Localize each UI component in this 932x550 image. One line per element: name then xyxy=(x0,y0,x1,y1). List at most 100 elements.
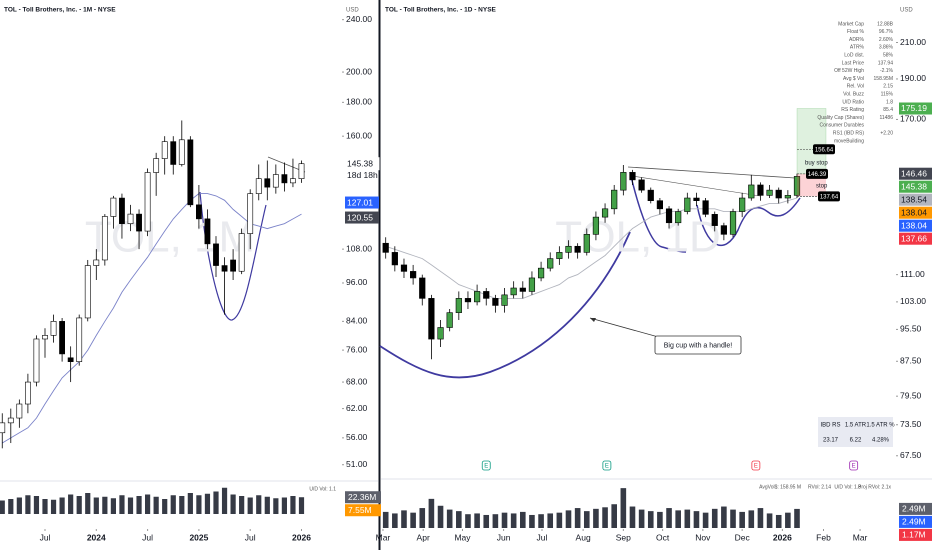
volume-bar xyxy=(629,506,636,528)
stat-label: moveBuilding xyxy=(834,138,864,144)
candle-body xyxy=(556,252,563,259)
volume-bar xyxy=(757,508,764,528)
volume-bar xyxy=(510,513,517,528)
candle-body xyxy=(298,163,305,179)
volume-bar xyxy=(127,497,134,514)
volume-bar xyxy=(382,511,389,528)
buy-stop-label: buy stop xyxy=(805,160,828,166)
x-tick-label: Apr xyxy=(417,532,430,542)
candle-body xyxy=(775,189,782,199)
volume-bar xyxy=(785,512,791,528)
y-tick-label: 108.00 xyxy=(346,243,372,253)
stat-label: ADR% xyxy=(849,37,865,43)
x-tick-label: 2025 xyxy=(189,532,208,542)
stat-label: Off 52W High xyxy=(834,68,864,74)
volume-tag xyxy=(899,528,932,541)
volume-bar xyxy=(647,511,654,528)
stat-label: Rel. Vol xyxy=(847,84,864,90)
volume-legend: AvgVol$: 158.95 M xyxy=(759,484,801,490)
stat-label: RS Rating xyxy=(841,107,864,113)
candle-body xyxy=(574,245,581,253)
candle-body xyxy=(656,200,663,210)
stat-label: Avg $ Vol xyxy=(843,76,864,82)
moving-average xyxy=(385,197,798,299)
candle-body xyxy=(702,200,709,215)
price-tag-label: 146.46 xyxy=(901,168,927,178)
y-tick-label: 67.50 xyxy=(900,450,922,460)
earnings-label: E xyxy=(605,464,609,470)
chart-title: TOL - Toll Brothers, Inc. - 1M - NYSE xyxy=(4,7,116,14)
volume-bar xyxy=(0,500,5,514)
volume-bar xyxy=(401,510,407,528)
stat-value: 2.60% xyxy=(879,37,894,43)
volume-bar xyxy=(593,508,599,528)
volume-bar xyxy=(529,514,535,528)
volume-tag-label: 2.49M xyxy=(902,504,926,514)
big-cup-drawing xyxy=(379,231,631,379)
price-tag-label: 145.38 xyxy=(901,181,927,191)
candle-body xyxy=(7,417,14,424)
candle-body xyxy=(84,265,91,319)
volume-bar xyxy=(556,512,563,528)
stop-price-label-bg xyxy=(818,191,840,202)
volume-tag-label: 7.55M xyxy=(348,505,372,515)
y-tick-label: 190.00 xyxy=(900,73,926,83)
volume-bar xyxy=(273,498,279,514)
candle-body xyxy=(739,197,746,212)
stat-value: +2.20 xyxy=(880,131,893,137)
candle-body xyxy=(437,327,444,340)
stop-price-label: 137.64 xyxy=(820,194,839,200)
volume-bar xyxy=(730,509,736,528)
trend-line xyxy=(631,175,761,197)
candle-body xyxy=(729,211,737,235)
volume-bar xyxy=(145,494,151,514)
price-tag xyxy=(344,157,380,171)
table-header: IBD RS xyxy=(820,423,840,429)
candle-body xyxy=(382,242,389,253)
candle-body xyxy=(647,189,654,201)
volume-bar xyxy=(76,496,82,514)
table-cell: 4.28% xyxy=(872,438,890,444)
y-tick-label: 87.50 xyxy=(900,356,922,366)
y-tick-label: 96.00 xyxy=(346,277,368,287)
y-tick-label: 79.50 xyxy=(900,390,922,400)
candle-body xyxy=(629,172,636,181)
volume-bar xyxy=(456,511,462,528)
entry-price-label-bg xyxy=(806,168,828,179)
volume-bar xyxy=(239,496,245,514)
volume-bar xyxy=(419,508,426,528)
candle-body xyxy=(464,298,472,303)
y-tick-label: 200.00 xyxy=(346,66,372,76)
volume-bar xyxy=(693,511,700,528)
volume-bar xyxy=(264,496,270,514)
candle-body xyxy=(711,214,718,226)
stat-value: 158.95M xyxy=(874,76,893,82)
volume-bar xyxy=(153,496,159,514)
x-tick-label: Jul xyxy=(40,532,51,542)
volume-bar xyxy=(221,487,228,514)
price-tag-label: 138.54 xyxy=(901,194,927,204)
volume-bar xyxy=(583,511,590,528)
volume-bar xyxy=(410,512,416,528)
volume-bar xyxy=(119,495,125,514)
plot: TOL, 1D xyxy=(382,165,801,360)
stat-label: Consumer Durables xyxy=(820,123,865,129)
volume-bar xyxy=(196,495,202,514)
stat-label: U/D Ratio xyxy=(842,99,864,105)
candle-body xyxy=(455,298,462,313)
candle-body xyxy=(230,259,236,272)
earnings-label: E xyxy=(484,464,488,470)
volume-bar xyxy=(520,511,526,528)
volume-bar xyxy=(68,494,74,514)
candle-body xyxy=(24,381,31,405)
table-cell: 6.22 xyxy=(850,438,862,444)
volume-bar xyxy=(179,496,185,514)
candle-body xyxy=(221,265,228,272)
candle-body xyxy=(675,211,682,224)
candle-body xyxy=(528,277,536,292)
candle-body xyxy=(501,294,508,306)
x-tick-label: 2026 xyxy=(773,532,792,542)
price-tag xyxy=(899,193,932,206)
cup-drawing xyxy=(629,171,687,253)
volume-tag xyxy=(345,491,381,504)
